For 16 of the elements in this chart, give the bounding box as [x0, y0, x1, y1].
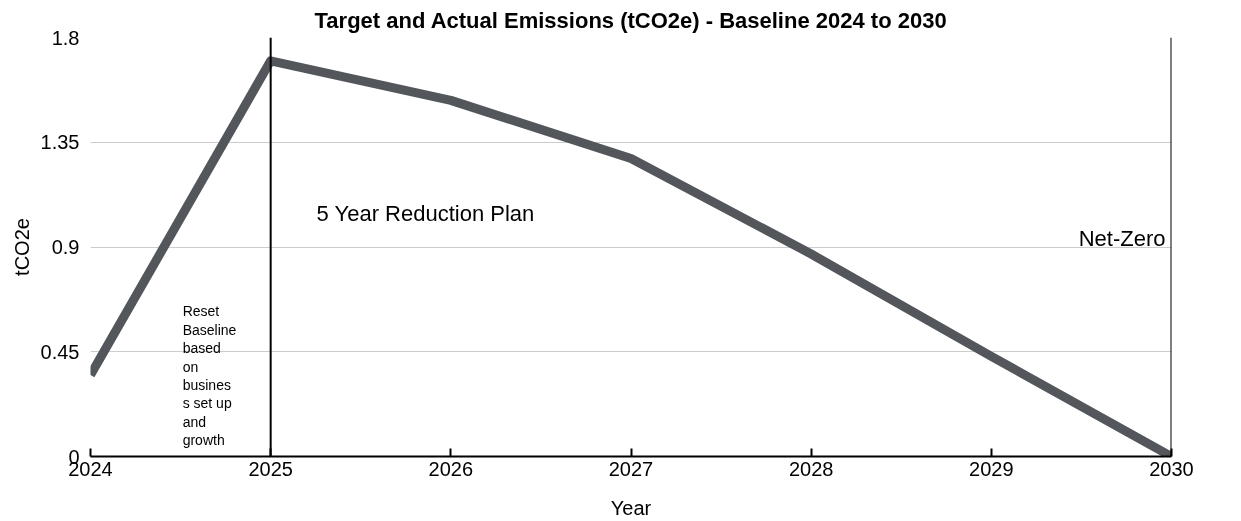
- annotation: 5 Year Reduction Plan: [316, 201, 535, 227]
- y-tick-label: 1.35: [40, 131, 80, 154]
- chart-title: Target and Actual Emissions (tCO2e) - Baseline 2024 to 2030: [314, 7, 947, 33]
- y-axis-title: tCO2e: [10, 218, 33, 276]
- ref-line-label: Reset Baseline based on busines s set up and growth: [182, 303, 237, 449]
- x-tick-label: 2027: [608, 457, 654, 480]
- y-tick-label: 0.9: [51, 236, 80, 258]
- x-axis-title: Year: [610, 496, 652, 519]
- y-tick-label: 0.45: [40, 340, 80, 363]
- ref-line-label: Net-Zero: [1078, 226, 1166, 252]
- x-tick-label: 2030: [1149, 457, 1194, 480]
- x-tick-label: 2025: [248, 457, 293, 480]
- x-tick-label: 2026: [428, 457, 474, 480]
- y-tick-label: 1.8: [51, 26, 80, 49]
- x-tick-label: 2029: [969, 457, 1014, 480]
- x-tick-label: 2028: [788, 457, 834, 480]
